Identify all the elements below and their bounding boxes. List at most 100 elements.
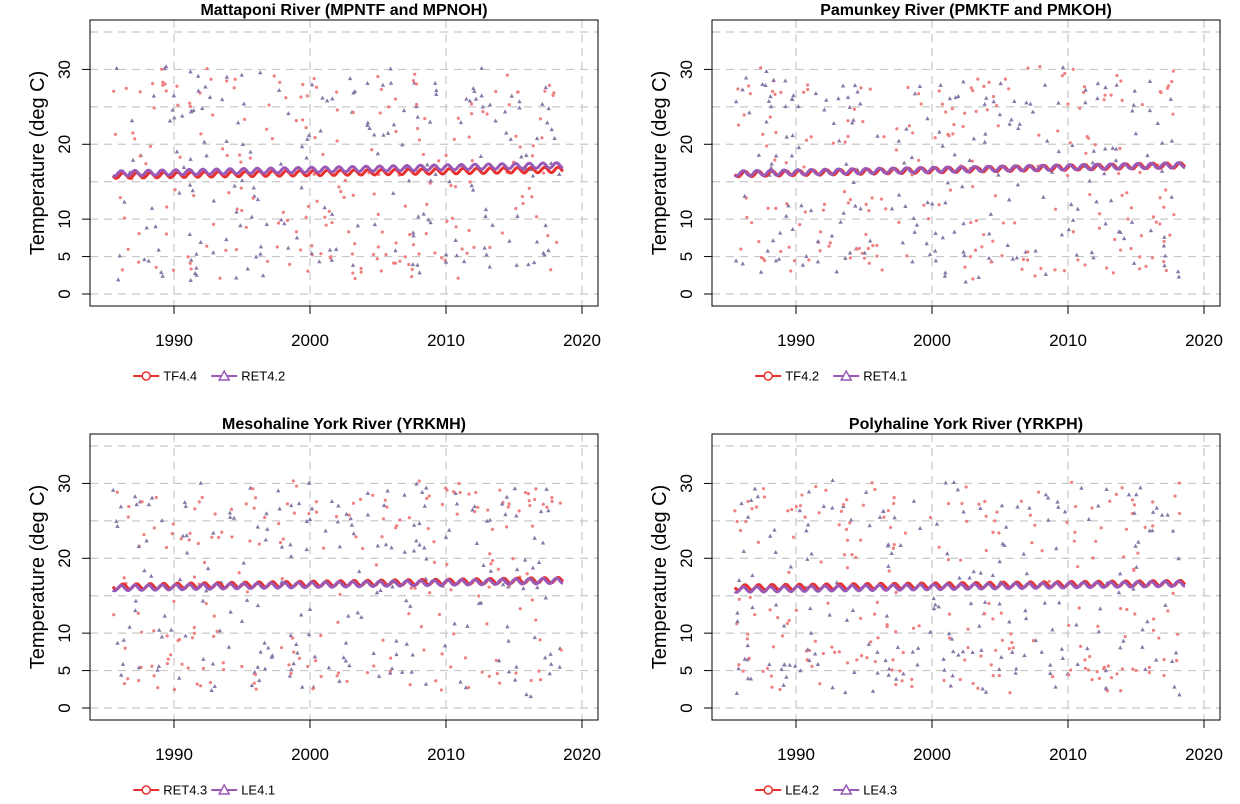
RET4.3-point <box>457 481 461 486</box>
TF4.2-point <box>1119 79 1123 83</box>
LE4.1-point <box>118 504 124 509</box>
RET4.1-point <box>1131 102 1136 107</box>
TF4.4-point <box>288 262 292 266</box>
RET4.2-point <box>416 214 421 219</box>
RET4.3-point <box>140 500 144 504</box>
LE4.1-point <box>209 688 214 693</box>
RET4.2-point <box>543 85 548 90</box>
LE4.2-point <box>1120 486 1124 490</box>
TF4.2-point <box>987 80 991 84</box>
LE4.2-point <box>839 509 844 513</box>
LE4.2-point <box>830 645 834 649</box>
RET4.3-point <box>336 620 340 624</box>
RET4.3-point <box>278 540 283 545</box>
TF4.2-point <box>996 124 1000 128</box>
TF4.4-point <box>514 206 518 211</box>
TF4.4-point <box>112 89 116 93</box>
TF4.2-point <box>1026 258 1030 262</box>
LE4.1-point <box>300 684 305 689</box>
LE4.1-point <box>351 531 356 536</box>
LE4.1-point <box>307 607 313 612</box>
LE4.1-point <box>323 528 328 533</box>
RET4.2-point <box>480 104 486 109</box>
TF4.4-point <box>376 245 380 249</box>
LE4.3-point <box>1022 653 1027 658</box>
RET4.3-point <box>254 687 258 691</box>
LE4.2-point <box>733 509 737 513</box>
LE4.1-point <box>546 508 551 513</box>
RET4.3-point <box>252 506 256 510</box>
TF4.4-point <box>205 67 209 71</box>
LE4.3-point <box>1013 670 1018 675</box>
TF4.4-point <box>460 247 464 251</box>
TF4.2-point <box>867 209 871 213</box>
LE4.2-point <box>837 523 841 527</box>
LE4.3-point <box>864 489 869 494</box>
LE4.3-point <box>901 671 906 676</box>
LE4.3-point <box>1013 666 1019 671</box>
LE4.3-point <box>892 515 897 520</box>
LE4.3-point <box>1054 546 1059 551</box>
RET4.1-point <box>943 200 948 205</box>
LE4.2-point <box>1090 506 1094 510</box>
RET4.1-point <box>904 126 909 131</box>
RET4.2-point <box>534 136 540 141</box>
LE4.3-point <box>830 685 835 690</box>
RET4.1-point <box>903 204 908 209</box>
TF4.4-point <box>175 84 179 88</box>
TF4.2-point <box>759 66 763 70</box>
RET4.2-point <box>411 233 416 238</box>
RET4.2-point <box>458 120 464 125</box>
LE4.2-point <box>1083 666 1088 670</box>
LE4.2-point <box>813 639 817 643</box>
LE4.3-point <box>941 656 946 661</box>
LE4.1-point <box>288 554 294 559</box>
LE4.2-point <box>1133 612 1137 616</box>
LE4.1-point <box>149 495 155 500</box>
TF4.4-point <box>343 178 347 183</box>
RET4.2-point <box>188 69 193 74</box>
RET4.2-point <box>153 224 158 229</box>
LE4.2-point <box>999 611 1003 615</box>
LE4.1-point <box>447 527 452 532</box>
TF4.4-point <box>391 261 396 265</box>
x-tick-label: 1990 <box>155 331 193 350</box>
LE4.2-point <box>746 632 750 636</box>
TF4.2-point <box>946 132 950 136</box>
LE4.1-point <box>289 503 294 508</box>
RET4.2-point <box>417 270 422 275</box>
TF4.2-point <box>973 248 978 252</box>
LE4.1-point <box>512 677 518 682</box>
TF4.4-point <box>118 195 122 200</box>
RET4.1-point <box>1162 263 1167 268</box>
LE4.1-point <box>226 644 232 649</box>
LE4.3-point <box>895 645 901 650</box>
RET4.1-point <box>976 274 981 279</box>
RET4.3-point <box>112 613 116 617</box>
RET4.3-point <box>285 502 290 506</box>
LE4.1-point <box>183 503 189 508</box>
RET4.2-point <box>479 93 484 98</box>
TF4.2-point <box>806 83 810 87</box>
RET4.1-point <box>834 269 839 274</box>
LE4.3-point <box>957 575 962 580</box>
LE4.3-point <box>807 658 812 663</box>
TF4.2-point <box>748 92 752 96</box>
RET4.2-point <box>509 93 514 98</box>
TF4.2-point <box>1118 248 1123 252</box>
LE4.3-point <box>931 596 936 601</box>
RET4.1-point <box>1168 96 1173 101</box>
LE4.1-point <box>262 640 267 645</box>
RET4.2-point <box>371 132 377 137</box>
LE4.1-point <box>535 585 540 590</box>
LE4.3-point <box>977 623 982 628</box>
RET4.1-point <box>783 78 788 83</box>
LE4.1-point <box>326 665 332 670</box>
RET4.1-point <box>790 226 795 231</box>
RET4.2-point <box>174 149 180 154</box>
RET4.1-point <box>758 269 764 274</box>
RET4.1-point <box>987 231 992 236</box>
RET4.1-point <box>1133 131 1139 136</box>
LE4.3-point <box>983 689 989 694</box>
